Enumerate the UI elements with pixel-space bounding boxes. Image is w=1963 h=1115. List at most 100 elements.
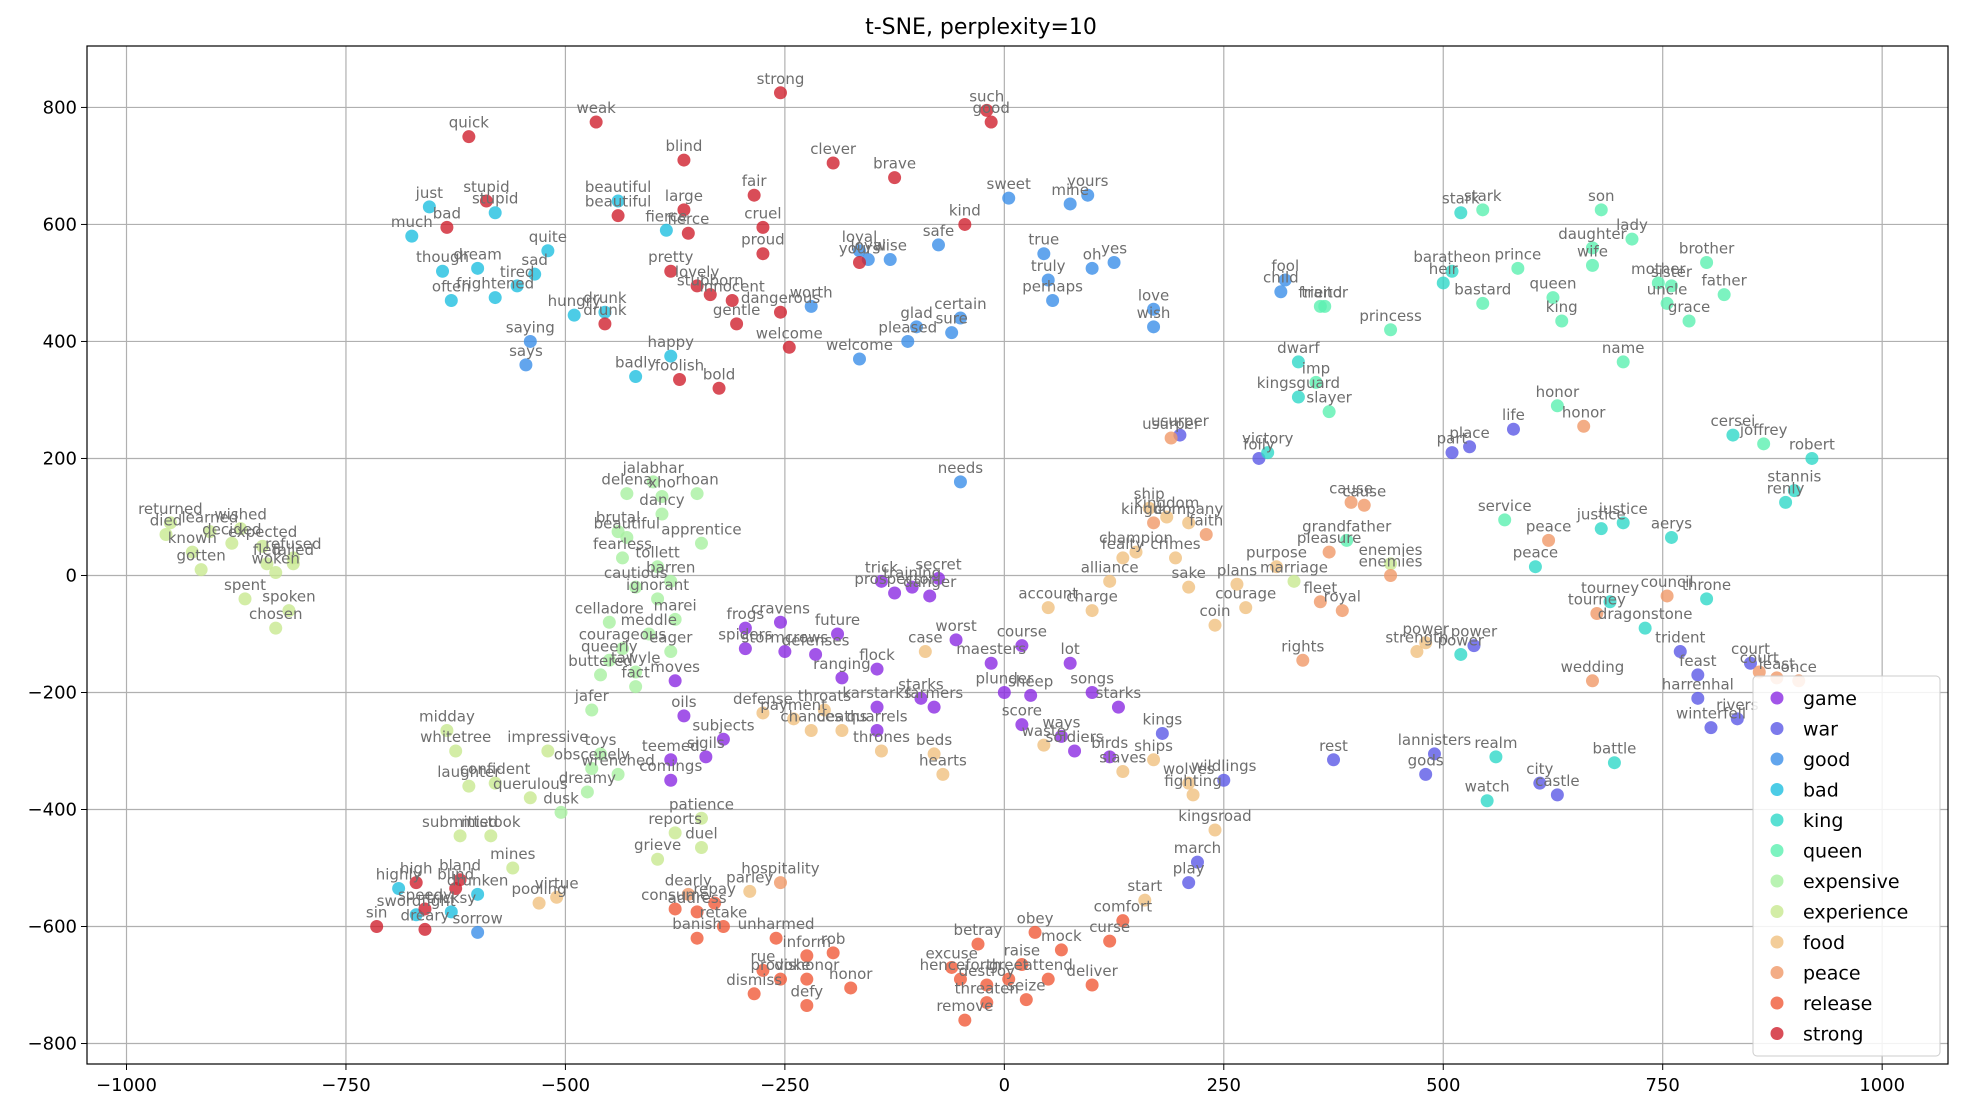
point-experience (694, 841, 708, 855)
point-label: provoke (750, 956, 810, 974)
point-label: dearly (665, 871, 712, 889)
point-king (1603, 595, 1617, 609)
point-king (1700, 592, 1714, 606)
point-label: stannis (1767, 468, 1821, 486)
point-label: drunk (583, 301, 627, 319)
point-war (1467, 639, 1481, 653)
point-food (756, 706, 770, 720)
point-label: council (1641, 573, 1694, 591)
legend-entry: food (1803, 932, 1845, 954)
point-queen (1594, 203, 1608, 217)
point-release (800, 949, 814, 963)
point-release (826, 946, 840, 960)
point-label: stark (1464, 187, 1502, 205)
point-label: faith (1189, 512, 1223, 530)
point-label: stubborn (677, 272, 744, 290)
point-strong (598, 317, 612, 331)
point-bad (528, 267, 542, 281)
point-label: brutal (596, 509, 640, 527)
point-expensive (664, 645, 678, 659)
point-label: comings (639, 757, 702, 775)
point-label: traitor (1301, 283, 1348, 301)
point-label: welcome (756, 324, 823, 342)
legend-entry: good (1803, 749, 1850, 771)
point-label: defense (733, 690, 793, 708)
point-king (1805, 451, 1819, 465)
point-label: honor (1562, 403, 1606, 421)
point-strong (589, 115, 603, 129)
point-food (550, 890, 564, 904)
point-label: wish (1137, 304, 1171, 322)
point-label: dusk (543, 789, 579, 807)
point-label: imp (1302, 359, 1330, 377)
point-label: yours (839, 239, 881, 257)
point-game (949, 633, 963, 647)
x-tick-label: 500 (1426, 1075, 1460, 1096)
point-label: love (1138, 286, 1169, 304)
legend-entry: bad (1803, 780, 1839, 802)
point-label: querulous (493, 775, 568, 793)
point-war (1182, 876, 1196, 890)
point-label: throne (1682, 576, 1731, 594)
point-food (1037, 738, 1051, 752)
y-tick-label: 800 (43, 97, 77, 118)
point-label: realm (1474, 734, 1517, 752)
point-strong (747, 188, 761, 202)
point-label: confident (460, 760, 531, 778)
point-label: peace (1513, 544, 1558, 562)
point-strong (756, 247, 770, 261)
point-label: high (400, 860, 433, 878)
point-label: lot (1061, 640, 1080, 658)
point-game (668, 674, 682, 688)
point-experience (506, 861, 520, 875)
point-label: kingdom (1121, 500, 1186, 518)
point-war (1463, 440, 1477, 454)
point-peace (1357, 498, 1371, 512)
point-label: obscenely (554, 746, 630, 764)
point-label: farmers (905, 684, 963, 702)
point-release (1028, 925, 1042, 939)
point-label: submitted (422, 813, 498, 831)
point-label: marriage (1260, 558, 1328, 576)
x-tick-label: 750 (1646, 1075, 1680, 1096)
point-expensive (629, 680, 643, 694)
point-label: midday (419, 708, 475, 726)
point-queen (1546, 291, 1560, 305)
point-label: expected (228, 523, 297, 541)
point-strong (462, 130, 476, 144)
point-label: wise (873, 237, 906, 255)
point-label: fearless (593, 535, 652, 553)
point-label: thrones (853, 728, 910, 746)
point-queen (1700, 255, 1714, 269)
point-label: fleet (1303, 579, 1337, 597)
point-label: jafer (574, 687, 610, 705)
point-good (852, 244, 866, 258)
point-label: fled (253, 541, 281, 559)
point-peace (1542, 533, 1556, 547)
point-label: banish (672, 915, 722, 933)
point-bad (611, 194, 625, 208)
point-label: spiders (718, 626, 772, 644)
point-label: mother (1631, 260, 1686, 278)
legend-box (1752, 675, 1941, 1057)
point-good (1063, 197, 1077, 211)
point-label: flock (859, 646, 895, 664)
point-food (1142, 501, 1156, 515)
point-label: mines (490, 845, 536, 863)
point-game (1015, 718, 1029, 732)
point-label: blind (437, 865, 474, 883)
point-queen (1555, 314, 1569, 328)
point-label: worst (935, 617, 976, 635)
point-expensive (690, 487, 704, 501)
point-label: prospector (854, 570, 935, 588)
point-war (1327, 753, 1341, 767)
point-label: sure (935, 310, 967, 328)
point-bad (488, 206, 502, 220)
point-label: king (1546, 298, 1578, 316)
point-label: sister (1651, 263, 1693, 281)
point-experience (488, 776, 502, 790)
point-label: rob (821, 930, 846, 948)
point-label: kingsroad (1178, 807, 1251, 825)
point-food (835, 724, 849, 738)
point-good (883, 253, 897, 267)
